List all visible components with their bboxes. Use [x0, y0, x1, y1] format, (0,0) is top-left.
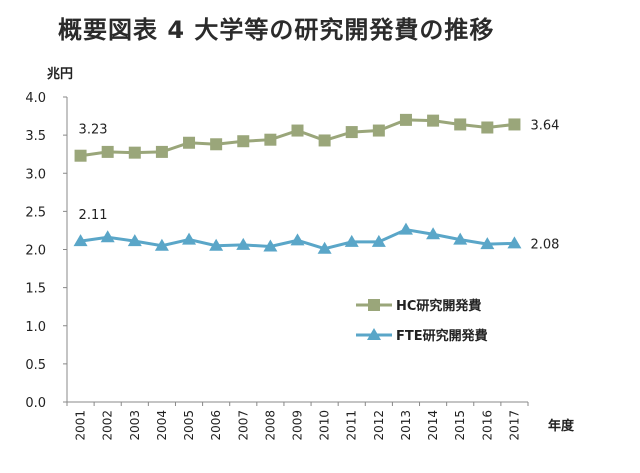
data-point-fte	[154, 238, 169, 251]
data-point-hc	[210, 138, 223, 151]
x-tick-label: 2010	[318, 410, 332, 441]
legend-marker-square	[368, 299, 380, 311]
series-group	[73, 113, 522, 254]
data-point-hc	[128, 146, 141, 159]
x-tick-label: 2017	[507, 410, 521, 441]
x-tick-label: 2006	[209, 410, 223, 441]
data-point-fte	[398, 222, 413, 235]
data-point-fte	[182, 232, 197, 245]
data-labels: 3.23 3.64 2.11 2.08	[79, 118, 560, 252]
y-tick-label: 3.0	[25, 167, 46, 182]
x-axis-label: 年度	[548, 418, 575, 434]
data-point-fte	[453, 232, 468, 245]
data-point-fte	[100, 230, 115, 243]
data-point-hc	[237, 135, 250, 148]
data-point-fte	[263, 239, 278, 252]
data-label: 3.64	[530, 118, 559, 133]
data-label: 2.11	[79, 208, 108, 223]
x-tick-label: 2005	[182, 410, 196, 441]
data-point-fte	[426, 227, 441, 240]
y-tick-label: 0.5	[25, 358, 46, 373]
x-tick-label: 2003	[128, 410, 142, 441]
data-point-hc	[264, 133, 277, 146]
axes	[63, 96, 529, 406]
data-point-hc	[454, 118, 467, 131]
x-tick-label: 2014	[426, 410, 440, 441]
data-label: 3.23	[79, 123, 108, 138]
y-tick-label: 1.5	[25, 282, 46, 297]
data-point-fte	[317, 241, 332, 254]
data-point-fte	[209, 238, 224, 251]
data-point-hc	[74, 149, 87, 162]
data-point-fte	[127, 234, 142, 247]
x-tick-label: 2015	[453, 410, 467, 441]
y-tick-label: 0.0	[25, 396, 46, 411]
data-point-hc	[372, 124, 385, 137]
y-tick-label: 3.5	[25, 129, 46, 144]
x-tick-label: 2001	[74, 410, 88, 441]
data-point-hc	[318, 134, 331, 147]
y-tick-label: 1.0	[25, 320, 46, 335]
chart-title: 概要図表 4 大学等の研究開発費の推移	[58, 16, 495, 44]
x-tick-label: 2016	[480, 410, 494, 441]
y-axis-unit-label: 兆円	[47, 66, 73, 82]
y-tick-label: 2.0	[25, 244, 46, 259]
data-point-hc	[155, 145, 168, 158]
y-tick-label: 2.5	[25, 205, 46, 220]
data-point-hc	[481, 121, 494, 134]
x-tick-label: 2013	[399, 410, 413, 441]
tick-labels: 0.0 0.5 1.0 1.5 2.0 2.5 3.0 3.5 4.0 2001 2002 2003 2…	[25, 91, 521, 441]
legend-label: FTE研究開発費	[396, 328, 488, 344]
x-tick-label: 2008	[263, 410, 277, 441]
data-point-fte	[480, 237, 495, 250]
y-tick-label: 4.0	[25, 91, 46, 106]
data-label: 2.08	[530, 237, 559, 252]
x-tick-label: 2002	[101, 410, 115, 441]
x-tick-label: 2009	[291, 410, 305, 441]
legend: HC研究開発費 FTE研究開発費	[356, 298, 488, 344]
x-tick-label: 2011	[345, 410, 359, 441]
data-point-hc	[345, 126, 358, 139]
data-point-fte	[290, 233, 305, 246]
legend-marker-triangle	[367, 328, 381, 340]
data-point-fte	[371, 234, 386, 247]
data-point-hc	[427, 114, 440, 127]
legend-label: HC研究開発費	[396, 298, 481, 314]
data-point-fte	[344, 234, 359, 247]
data-point-fte	[236, 237, 251, 250]
x-tick-label: 2004	[155, 410, 169, 441]
data-point-hc	[508, 118, 521, 131]
data-point-fte	[507, 236, 522, 249]
data-point-hc	[101, 145, 114, 158]
data-point-fte	[73, 234, 88, 247]
data-point-hc	[291, 124, 304, 137]
x-tick-label: 2007	[236, 410, 250, 441]
data-point-hc	[399, 113, 412, 126]
data-point-hc	[183, 136, 196, 149]
x-tick-label: 2012	[372, 410, 386, 441]
